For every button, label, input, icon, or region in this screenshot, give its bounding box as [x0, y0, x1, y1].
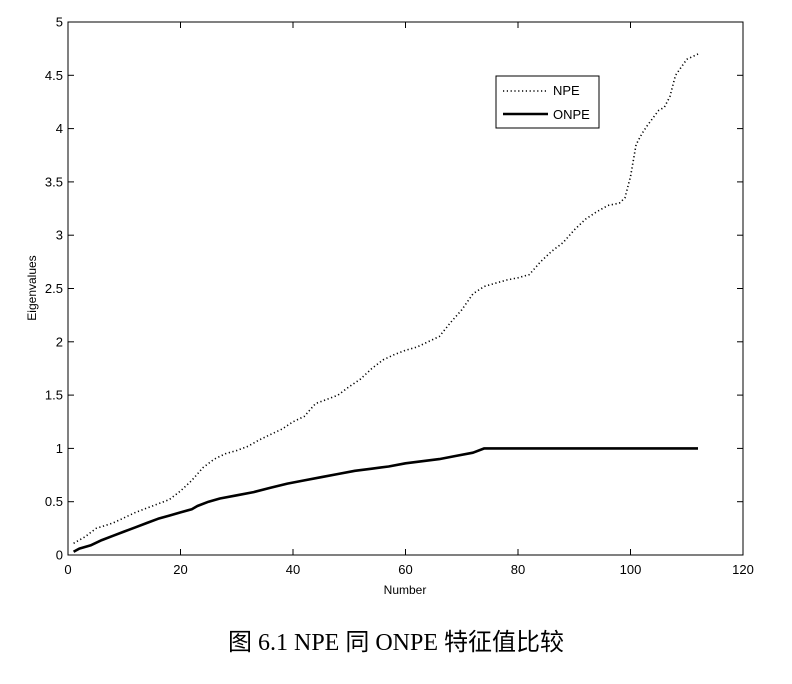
y-tick-label: 2: [56, 334, 63, 349]
x-axis-ticks: 0 20 40 60 80 100 120: [64, 22, 754, 577]
x-tick-label: 20: [173, 562, 187, 577]
x-tick-label: 100: [620, 562, 642, 577]
y-tick-label: 0: [56, 548, 63, 563]
legend-label-onpe: ONPE: [553, 107, 590, 122]
legend-label-npe: NPE: [553, 83, 580, 98]
y-tick-label: 5: [56, 15, 63, 30]
x-tick-label: 60: [398, 562, 412, 577]
y-tick-label: 2.5: [45, 281, 63, 296]
legend: NPE ONPE: [495, 75, 600, 129]
y-tick-label: 3: [56, 228, 63, 243]
legend-box: [495, 75, 600, 129]
y-axis-label: Eigenvalues: [25, 255, 39, 320]
y-tick-label: 1: [56, 441, 63, 456]
series-layer: [72, 53, 699, 553]
y-tick-label: 4.5: [45, 68, 63, 83]
y-axis-ticks: 0 0.5 1 1.5 2 2.5 3 3.5 4 4.5 5: [45, 15, 743, 563]
figure-caption: 图 6.1 NPE 同 ONPE 特征值比较: [227, 630, 564, 656]
x-tick-label: 0: [64, 562, 71, 577]
y-tick-label: 1.5: [45, 388, 63, 403]
x-axis-label: Number: [384, 583, 427, 597]
y-tick-label: 3.5: [45, 174, 63, 189]
series-line-onpe: [72, 447, 698, 553]
y-tick-label: 0.5: [45, 494, 63, 509]
x-tick-label: 40: [286, 562, 300, 577]
x-tick-label: 80: [511, 562, 525, 577]
x-tick-label: 120: [732, 562, 754, 577]
plot-area: [67, 21, 744, 556]
y-tick-label: 4: [56, 121, 63, 136]
series-line-npe: [73, 53, 699, 544]
